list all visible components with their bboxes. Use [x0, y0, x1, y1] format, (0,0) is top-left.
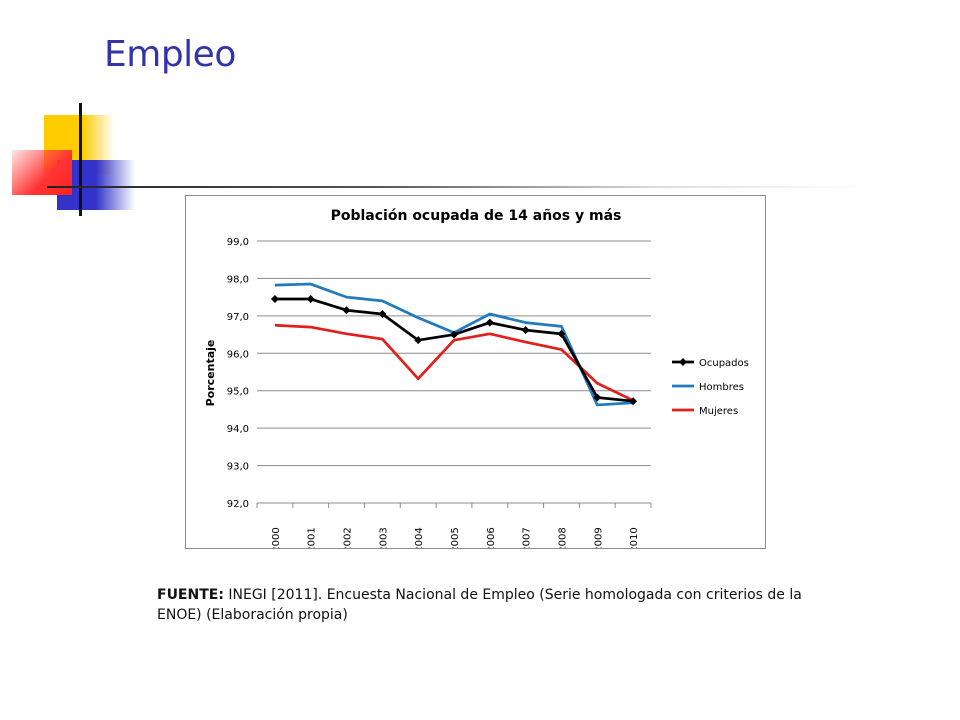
data-point-ocupados	[485, 318, 494, 327]
x-tick-label: 2007	[522, 527, 533, 548]
x-tick-label: 2005	[450, 527, 461, 548]
chart-gridlines	[257, 240, 651, 504]
line-chart: 92,0 93,0 94,0 95,0 96,0 97,0 98,0 99,0 2000 2001…	[204, 208, 749, 548]
chart-frame: 92,0 93,0 94,0 95,0 96,0 97,0 98,0 99,0 2000 2001…	[185, 195, 766, 549]
decor-horizontal-line	[47, 186, 867, 188]
x-tick-label: 2003	[378, 527, 389, 548]
y-tick-label: 94,0	[227, 424, 249, 435]
x-tick-label: 2000	[271, 527, 282, 548]
slide-title: Empleo	[104, 34, 236, 75]
data-point-ocupados	[270, 295, 279, 304]
y-tick-label: 93,0	[227, 462, 249, 473]
series-line-ocupados	[274, 297, 634, 403]
decor-red-square	[12, 150, 72, 195]
legend-label: Ocupados	[699, 358, 749, 369]
y-tick-label: 99,0	[227, 237, 249, 248]
data-point-ocupados	[414, 336, 423, 345]
x-tick-label: 2002	[343, 527, 354, 548]
chart-title: Población ocupada de 14 años y más	[331, 208, 622, 224]
x-tick-label: 2006	[486, 527, 497, 548]
y-tick-label: 95,0	[227, 387, 249, 398]
y-tick-label: 97,0	[227, 312, 249, 323]
y-tick-label: 98,0	[227, 274, 249, 285]
series-line-hombres	[274, 282, 634, 407]
legend-label: Hombres	[699, 382, 744, 393]
source-label: FUENTE:	[157, 587, 224, 603]
y-tick-label: 92,0	[227, 499, 249, 510]
data-point-ocupados	[557, 329, 566, 338]
x-tick-label: 2001	[307, 527, 318, 548]
data-point-ocupados	[306, 295, 315, 304]
data-point-ocupados	[342, 306, 351, 315]
x-tick-label: 2004	[414, 527, 425, 548]
source-note: FUENTE: INEGI [2011]. Encuesta Nacional …	[157, 585, 837, 625]
chart-series	[270, 282, 638, 407]
chart-legend: Ocupados Hombres Mujeres	[672, 358, 749, 417]
data-point-ocupados	[450, 330, 458, 339]
data-point-ocupados	[593, 393, 602, 402]
x-tick-label: 2009	[593, 527, 604, 548]
x-tick-label: 2008	[557, 527, 568, 548]
data-point-ocupados	[521, 326, 530, 335]
source-text: INEGI [2011]. Encuesta Nacional de Emple…	[157, 587, 802, 623]
data-point-ocupados	[378, 309, 387, 318]
y-axis-label: Porcentaje	[204, 340, 217, 407]
y-tick-label: 96,0	[227, 349, 249, 360]
legend-label: Mujeres	[699, 406, 738, 417]
data-point-ocupados	[629, 397, 638, 406]
chart-axes: 92,0 93,0 94,0 95,0 96,0 97,0 98,0 99,0 2000 2001…	[227, 237, 652, 548]
decor-vertical-line	[79, 103, 82, 216]
series-line-mujeres	[274, 323, 634, 402]
legend-marker	[679, 358, 687, 366]
x-tick-label: 2010	[629, 527, 640, 548]
